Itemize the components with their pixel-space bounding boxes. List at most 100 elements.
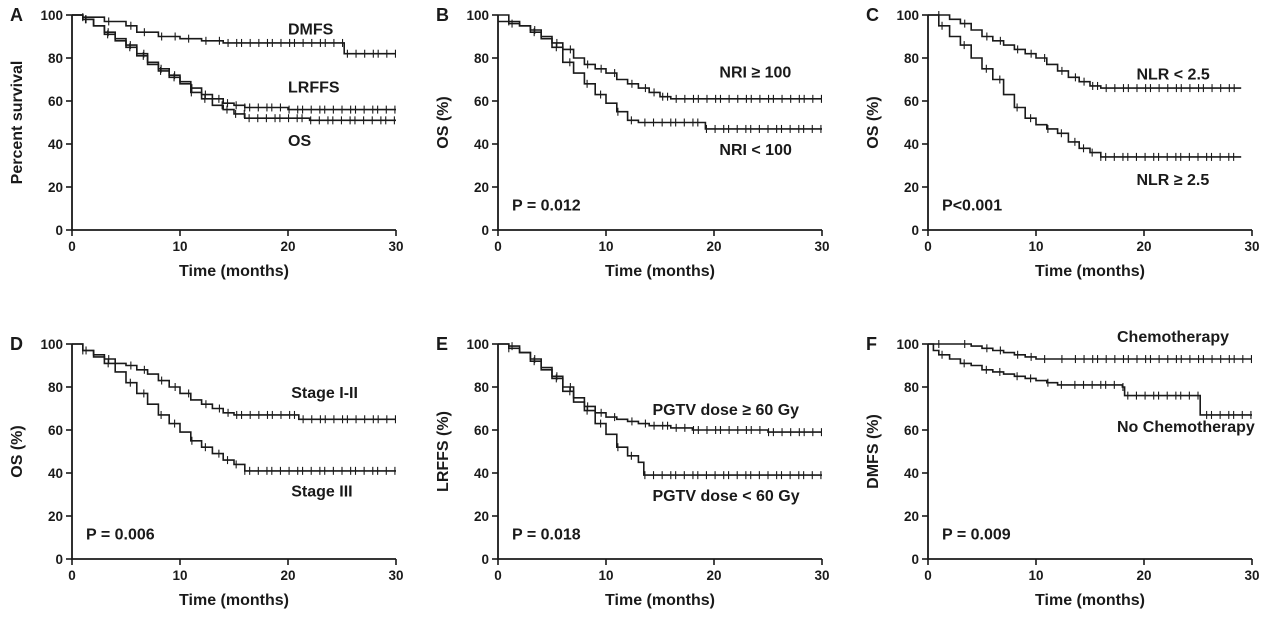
annotation-d-p-0-006: P = 0.006: [86, 527, 155, 544]
curve-e-pgtv-dose-lt-60-gy: [498, 343, 822, 476]
annotation-a-dmfs: DMFS: [288, 21, 334, 38]
x-tick-label-b-0: 0: [494, 239, 502, 254]
panel-letter-d: D: [10, 334, 23, 354]
x-tick-label-a-20: 20: [280, 239, 295, 254]
y-tick-label-b-20: 20: [474, 180, 489, 195]
annotation-a-lrffs: LRFFS: [288, 79, 340, 96]
y-tick-label-f-100: 100: [896, 337, 919, 352]
censor-marks-a-lrffs: [85, 15, 396, 114]
x-tick-label-f-20: 20: [1136, 568, 1151, 583]
annotation-c-nlr-ge-2-5: NLR ≥ 2.5: [1136, 172, 1209, 189]
panel-a: A 0 20 40 60 80 100 0 10 20 30 Time (months) Percent…: [9, 5, 404, 280]
x-tick-label-a-30: 30: [388, 239, 403, 254]
panel-d: D 0 20 40 60 80 100 0 10 20 30 Time (months) OS (%) S…: [9, 334, 404, 609]
annotation-e-pgtv-dose-lt-60-gy: PGTV dose < 60 Gy: [652, 488, 799, 505]
x-tick-label-d-30: 30: [388, 568, 403, 583]
x-tick-label-d-0: 0: [68, 568, 76, 583]
curve-f-no-chemotherapy: [928, 343, 1252, 416]
x-tick-label-f-30: 30: [1244, 568, 1259, 583]
annotation-b-nri-lt-100: NRI < 100: [719, 142, 792, 159]
panel-letter-e: E: [436, 334, 448, 354]
x-tick-label-c-10: 10: [1028, 239, 1043, 254]
y-tick-label-a-80: 80: [48, 51, 63, 66]
x-tick-label-d-10: 10: [172, 568, 187, 583]
x-tick-label-a-0: 0: [68, 239, 76, 254]
y-tick-label-c-20: 20: [904, 180, 919, 195]
censor-marks-d-stage-i-ii: [82, 346, 397, 424]
y-tick-label-b-0: 0: [481, 223, 489, 238]
y-tick-label-f-0: 0: [911, 552, 919, 567]
y-tick-label-e-100: 100: [466, 337, 489, 352]
censor-marks-f-chemotherapy: [938, 340, 1253, 364]
curve-d-stage-iii: [72, 343, 396, 472]
y-tick-label-b-40: 40: [474, 137, 489, 152]
y-axis-title-a: Percent survival: [9, 61, 26, 185]
x-tick-label-f-0: 0: [924, 568, 932, 583]
y-tick-label-d-40: 40: [48, 466, 63, 481]
x-tick-label-d-20: 20: [280, 568, 295, 583]
y-axis-title-c: OS (%): [865, 96, 882, 148]
annotation-b-p-0-012: P = 0.012: [512, 198, 581, 215]
panel-b: B 0 20 40 60 80 100 0 10 20 30 Time (months) OS (%) N…: [435, 5, 830, 280]
y-tick-label-d-100: 100: [40, 337, 63, 352]
annotation-b-nri-ge-100: NRI ≥ 100: [719, 64, 791, 81]
curve-b-nri-ge-100: [498, 14, 822, 100]
curve-d-stage-i-ii: [72, 343, 396, 421]
censor-marks-a-os: [84, 15, 395, 125]
censor-marks-f-no-chemotherapy: [941, 350, 1252, 419]
censor-marks-c-nlr-ge-2-5: [941, 21, 1235, 161]
curve-c-nlr-ge-2-5: [928, 14, 1242, 158]
curve-c-nlr-lt-2-5: [928, 14, 1242, 89]
panel-e: E 0 20 40 60 80 100 0 10 20 30 Time (months) LRFFS (…: [435, 334, 830, 609]
annotation-f-p-0-009: P = 0.009: [942, 527, 1011, 544]
y-tick-label-e-20: 20: [474, 509, 489, 524]
y-tick-label-a-100: 100: [40, 8, 63, 23]
x-tick-label-c-20: 20: [1136, 239, 1151, 254]
panel-f: F 0 20 40 60 80 100 0 10 20 30 Time (months) DMFS (%…: [865, 329, 1260, 609]
annotation-c-plt0-001: P<0.001: [942, 198, 1002, 215]
curve-a-dmfs: [72, 14, 396, 55]
y-tick-label-b-80: 80: [474, 51, 489, 66]
y-tick-label-f-20: 20: [904, 509, 919, 524]
y-tick-label-d-80: 80: [48, 380, 63, 395]
annotation-f-chemotherapy: Chemotherapy: [1117, 329, 1229, 346]
censor-marks-d-stage-iii: [85, 346, 396, 475]
x-tick-label-c-0: 0: [924, 239, 932, 254]
y-tick-label-a-60: 60: [48, 94, 63, 109]
panel-letter-a: A: [10, 5, 23, 25]
y-tick-label-c-40: 40: [904, 137, 919, 152]
x-axis-title-b: Time (months): [605, 263, 715, 280]
x-axis-title-c: Time (months): [1035, 263, 1145, 280]
y-axis-title-d: OS (%): [9, 425, 26, 477]
annotation-d-stage-i-ii: Stage I-II: [291, 385, 358, 402]
x-tick-label-f-10: 10: [1028, 568, 1043, 583]
y-tick-label-e-60: 60: [474, 423, 489, 438]
axes-a: [71, 15, 396, 231]
y-tick-label-b-100: 100: [466, 8, 489, 23]
y-tick-label-f-80: 80: [904, 380, 919, 395]
panel-c: C 0 20 40 60 80 100 0 10 20 30 Time (months) OS (%) N…: [865, 5, 1260, 280]
y-axis-title-f: DMFS (%): [865, 414, 882, 489]
annotation-e-pgtv-dose-ge-60-gy: PGTV dose ≥ 60 Gy: [652, 402, 799, 419]
x-tick-label-e-20: 20: [706, 568, 721, 583]
y-tick-label-a-40: 40: [48, 137, 63, 152]
curve-b-nri-lt-100: [498, 20, 822, 130]
y-axis-title-b: OS (%): [435, 96, 452, 148]
y-tick-label-a-0: 0: [55, 223, 63, 238]
x-axis-title-f: Time (months): [1035, 592, 1145, 609]
x-tick-label-a-10: 10: [172, 239, 187, 254]
censor-marks-b-nri-lt-100: [511, 19, 822, 133]
x-tick-label-e-0: 0: [494, 568, 502, 583]
y-tick-label-c-80: 80: [904, 51, 919, 66]
y-tick-label-d-0: 0: [55, 552, 63, 567]
y-tick-label-f-60: 60: [904, 423, 919, 438]
censor-marks-b-nri-ge-100: [508, 17, 823, 103]
y-tick-label-d-20: 20: [48, 509, 63, 524]
y-tick-label-b-60: 60: [474, 94, 489, 109]
curve-a-lrffs: [72, 14, 396, 111]
x-tick-label-e-10: 10: [598, 568, 613, 583]
y-tick-label-a-20: 20: [48, 180, 63, 195]
x-tick-label-b-10: 10: [598, 239, 613, 254]
panel-letter-b: B: [436, 5, 449, 25]
